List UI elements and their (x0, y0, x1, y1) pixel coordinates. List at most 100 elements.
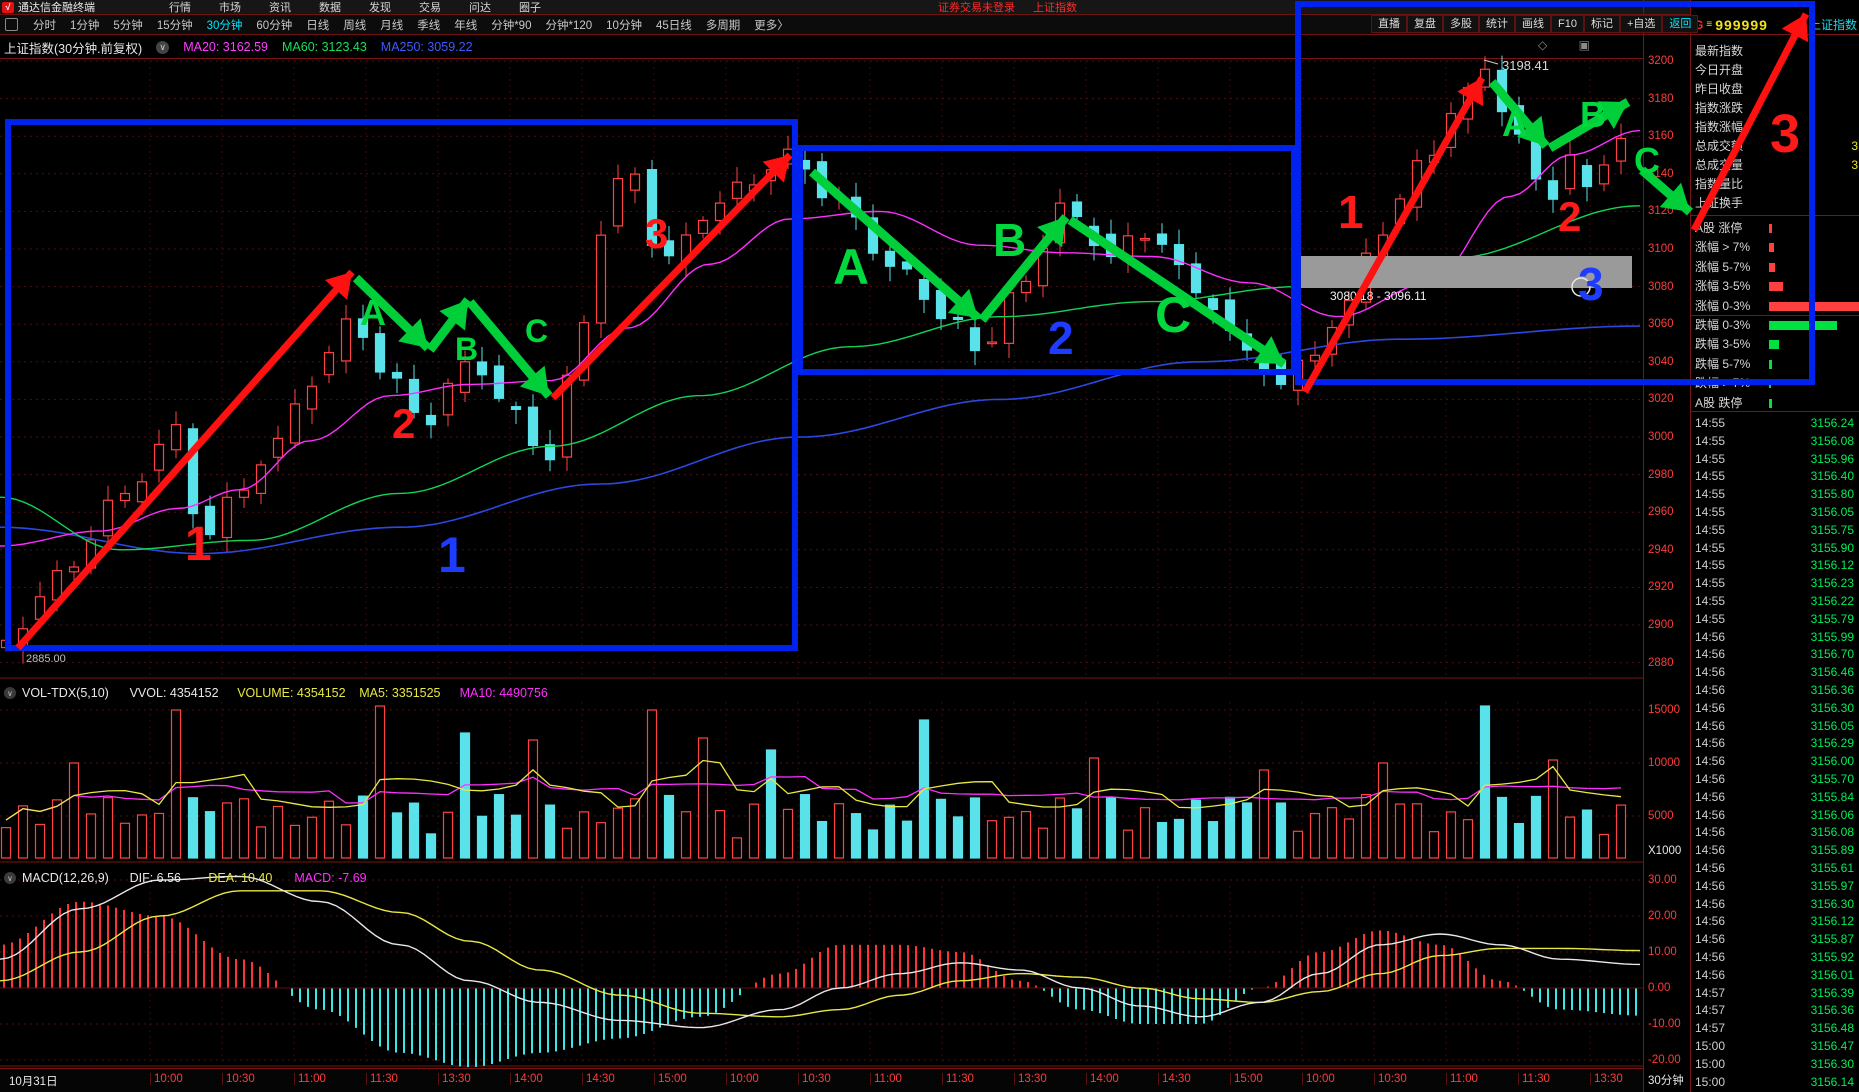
price-axis-label: 3060 (1648, 318, 1674, 331)
trade-login-status[interactable]: 证券交易未登录 (938, 2, 1015, 14)
chevron-down-icon[interactable]: ∨ (156, 40, 170, 54)
volume-bar (663, 794, 675, 859)
menu-item-6[interactable]: 问达 (469, 2, 491, 14)
period-item-9[interactable]: 季线 (417, 19, 441, 32)
sidebar-field-label: 总成交额 (1695, 139, 1744, 153)
menu-item-1[interactable]: 市场 (219, 2, 241, 14)
period-item-15[interactable]: 多周期 (705, 19, 741, 32)
menu-item-7[interactable]: 圈子 (519, 2, 541, 14)
tick-time: 14:56 (1695, 718, 1726, 733)
period-item-4[interactable]: 30分钟 (206, 19, 243, 32)
volume-bar (1003, 816, 1015, 859)
chevron-glyph: ∨ (7, 689, 13, 698)
candle-body (153, 443, 165, 471)
period-item-3[interactable]: 15分钟 (156, 19, 193, 32)
toolbar-button-6[interactable]: 标记 (1583, 15, 1620, 33)
candle-body (867, 217, 879, 254)
period-item-6[interactable]: 日线 (306, 19, 330, 32)
tick-row-9: 14:55 3156.23 (1691, 574, 1859, 592)
tick-row-28: 14:56 3156.12 (1691, 912, 1859, 930)
chart-corner-icons[interactable]: ◇ ▣ (1538, 38, 1604, 52)
candle-body (136, 481, 148, 503)
candle-body (765, 169, 777, 182)
volume-bar (1547, 759, 1559, 859)
period-item-13[interactable]: 10分钟 (606, 19, 642, 32)
time-axis-label-15: 14:30 (1158, 1073, 1191, 1085)
sidebar-stat-bar (1769, 398, 1772, 408)
volume-bar (969, 797, 981, 859)
menu-item-2[interactable]: 资讯 (269, 2, 291, 14)
sidebar-field-1: 今日开盘 (1691, 61, 1859, 80)
tick-price: 3155.99 (1810, 629, 1854, 644)
tick-row-36: 15:00 3156.30 (1691, 1055, 1859, 1073)
tick-price: 3156.29 (1810, 736, 1854, 751)
sidebar-field-2: 昨日收盘 (1691, 80, 1859, 99)
period-item-12[interactable]: 分钟*120 (545, 19, 593, 32)
toolbar-button-5[interactable]: F10 (1551, 15, 1584, 33)
period-item-11[interactable]: 分钟*90 (491, 19, 532, 32)
macd-axis-label: 30.00 (1648, 874, 1677, 886)
chart-toolbar: 直播 复盘 多股 统计 画线 F10 标记 +自选 返回 (1371, 15, 1699, 33)
period-item-1[interactable]: 1分钟 (70, 19, 100, 32)
volume-bar (1360, 793, 1372, 859)
volume-bar (799, 794, 811, 859)
candle-body (119, 492, 131, 502)
volume-bar (17, 805, 29, 859)
period-item-2[interactable]: 5分钟 (113, 19, 143, 32)
volume-bar (1598, 833, 1610, 859)
sidebar-stat-label: A股 跌停 (1695, 395, 1743, 410)
tick-row-35: 15:00 3156.47 (1691, 1037, 1859, 1055)
menu-item-4[interactable]: 发现 (369, 2, 391, 14)
layout-icon[interactable] (5, 18, 18, 31)
tick-price: 3156.08 (1810, 433, 1854, 448)
toolbar-button-1[interactable]: 复盘 (1407, 15, 1443, 33)
toolbar-button-4[interactable]: 画线 (1515, 15, 1551, 33)
chevron-circle-icon (4, 687, 16, 699)
tick-row-27: 14:56 3156.30 (1691, 895, 1859, 913)
volume-bar (1258, 769, 1270, 859)
volume-unit-label: X1000 (1648, 845, 1682, 857)
current-symbol-label[interactable]: 上证指数 (1033, 2, 1077, 14)
toolbar-button-2[interactable]: 多股 (1443, 15, 1479, 33)
toolbar-button-8[interactable]: 返回 (1662, 15, 1699, 33)
period-item-10[interactable]: 年线 (454, 19, 478, 32)
time-axis-label-21: 13:30 (1590, 1073, 1623, 1085)
tick-row-24: 14:56 3155.89 (1691, 841, 1859, 859)
period-item-8[interactable]: 月线 (380, 19, 404, 32)
volume-bar (1207, 821, 1219, 859)
candle-body (323, 352, 335, 376)
candle-body (731, 181, 743, 199)
stock-code: 999999 (1715, 16, 1768, 33)
volume-bar (1156, 821, 1168, 859)
sidebar-separator (1691, 34, 1859, 35)
sidebar-stat-label: 跌幅 0-3% (1695, 318, 1751, 332)
ma250-line (0, 325, 1640, 555)
volume-bar (629, 798, 641, 859)
period-item-14[interactable]: 45日线 (655, 19, 692, 32)
menu-item-5[interactable]: 交易 (419, 2, 441, 14)
candle-body (1530, 139, 1542, 180)
toolbar-button-7[interactable]: +自选 (1619, 15, 1663, 33)
candle-body (1343, 299, 1355, 326)
time-axis-label-7: 14:30 (582, 1073, 615, 1085)
sidebar-header[interactable]: G ≡ 999999 上证指数 (1691, 15, 1859, 34)
candle-body (782, 148, 794, 165)
menu-item-3[interactable]: 数据 (319, 2, 341, 14)
menu-items: 行情 市场 资讯 数据 发现 交易 问达 圈子 (155, 0, 555, 15)
period-item-16[interactable]: 更多〉 (754, 19, 789, 32)
toolbar-button-3[interactable]: 统计 (1479, 15, 1515, 33)
tick-price: 3156.36 (1810, 1003, 1854, 1018)
volume-bar (1394, 803, 1406, 859)
time-axis-label-10: 10:30 (798, 1073, 831, 1085)
period-item-7[interactable]: 周线 (343, 19, 367, 32)
toolbar-button-0[interactable]: 直播 (1371, 15, 1407, 33)
tick-time: 14:56 (1695, 736, 1726, 751)
menu-item-0[interactable]: 行情 (169, 2, 191, 14)
tick-price: 3156.47 (1810, 1039, 1854, 1053)
dea-value: DEA: 10.40 (208, 871, 272, 885)
candle-body (289, 403, 301, 444)
volume-ma5-line (5, 759, 1622, 821)
period-item-5[interactable]: 60分钟 (256, 19, 293, 32)
period-item-0[interactable]: 分时 (33, 19, 56, 32)
